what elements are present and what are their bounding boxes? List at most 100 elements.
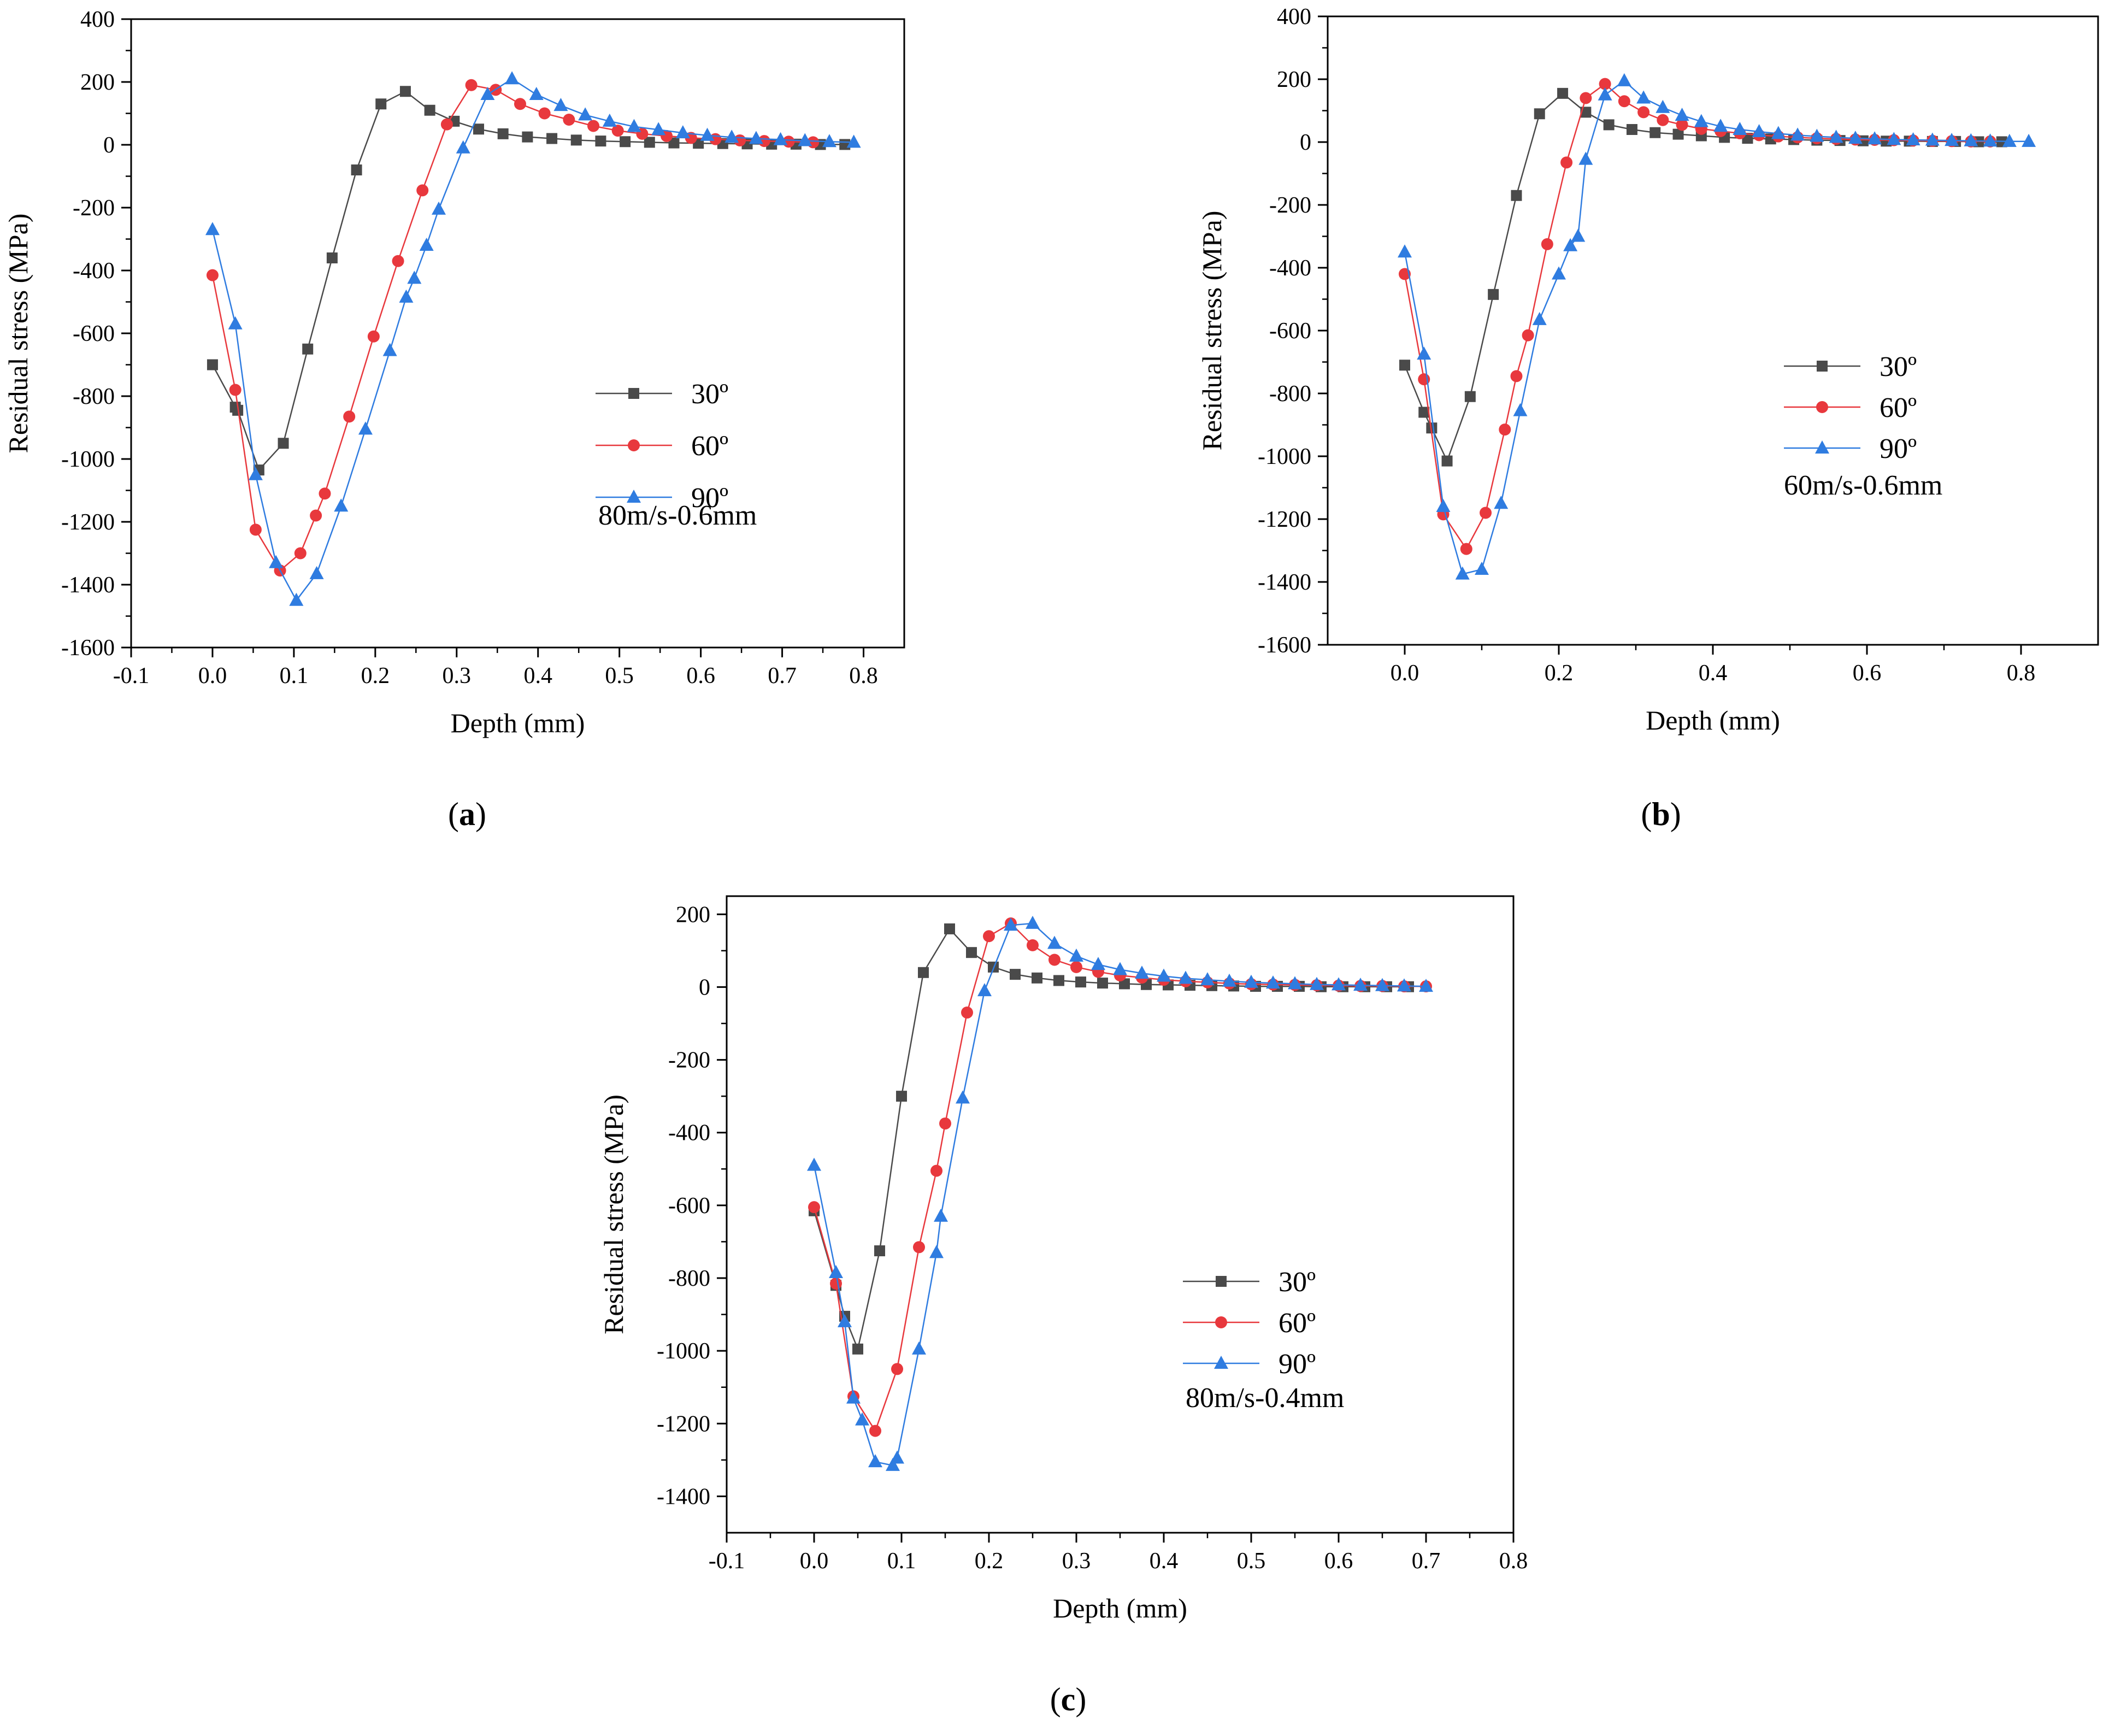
data-point (1026, 915, 1040, 929)
data-point (310, 509, 322, 522)
y-tick-label: -200 (668, 1048, 710, 1073)
data-point (1925, 132, 1940, 146)
data-point (514, 98, 526, 110)
data-point (1675, 108, 1689, 121)
legend-marker (1816, 401, 1828, 413)
plot-frame (130, 18, 905, 649)
data-point (1426, 422, 1438, 434)
x-axis-label: Depth (mm) (1053, 1593, 1187, 1623)
data-point (497, 128, 509, 139)
data-point (1419, 979, 1433, 992)
data-point (1626, 124, 1637, 135)
condition-annotation: 80m/s-0.4mm (1186, 1382, 1344, 1414)
data-point (846, 134, 861, 148)
data-point (546, 133, 558, 144)
data-point (1983, 133, 1998, 147)
y-tick-label: -1600 (1258, 633, 1311, 658)
panel-a: -0.1 0.0 0.1 0.2 0.3 0.4 0.5 0.6 0.7 0.8 -1600 -140… (3, 7, 905, 832)
data-point (822, 134, 836, 148)
data-point (505, 71, 520, 85)
data-point (886, 1457, 900, 1471)
data-point (1578, 151, 1593, 165)
data-point (1070, 961, 1082, 973)
series-circle (808, 917, 1432, 1437)
data-point (1499, 423, 1511, 436)
data-point (1397, 978, 1411, 992)
data-point (465, 79, 478, 91)
y-tick-label: -1400 (61, 573, 115, 598)
x-tick-label: 0.7 (1412, 1549, 1441, 1574)
y-tick-label: -400 (668, 1121, 710, 1146)
panel-c: -0.1 0.0 0.1 0.2 0.3 0.4 0.5 0.6 0.7 0.8 -1400 -120… (598, 895, 1528, 1717)
y-tick-label: 0 (1300, 130, 1311, 155)
data-point (1603, 119, 1615, 131)
y-tick-label: 0 (699, 975, 710, 1000)
data-point (1563, 238, 1578, 251)
data-point (1598, 87, 1612, 101)
data-point (207, 359, 218, 370)
data-point (868, 1454, 882, 1468)
data-point (830, 1277, 842, 1290)
data-point (1091, 957, 1105, 970)
data-point (587, 120, 600, 132)
data-point (912, 1341, 926, 1355)
x-tick-label: 0.2 (1545, 661, 1574, 686)
data-point (553, 98, 568, 111)
series-line (211, 78, 854, 602)
y-axis-label: Residual stress (MPa) (3, 214, 33, 454)
data-point (358, 421, 373, 435)
y-tick-label: -1200 (61, 510, 115, 535)
data-point (929, 1245, 944, 1258)
panel-caption: (b) (1641, 796, 1681, 832)
data-point (522, 131, 533, 143)
data-point (869, 1425, 881, 1437)
y-tick-label: -1000 (61, 447, 115, 472)
data-point (1694, 114, 1709, 127)
data-point (1004, 917, 1018, 931)
panel-caption: (a) (448, 796, 486, 832)
x-tick-label: 0.8 (849, 663, 878, 688)
data-point (1510, 370, 1523, 382)
data-point (758, 135, 770, 148)
data-point (1027, 939, 1039, 951)
data-point (1532, 311, 1547, 325)
data-point (1672, 128, 1684, 140)
x-tick-label: 0.3 (443, 663, 472, 688)
y-tick-label: 400 (1277, 4, 1311, 30)
data-point (675, 125, 690, 139)
data-point (1048, 954, 1061, 966)
data-point (1398, 244, 1412, 258)
data-point (343, 410, 356, 423)
data-point (440, 118, 453, 131)
data-point (1810, 128, 1824, 142)
data-point (644, 137, 655, 148)
x-tick-label: 0.4 (1699, 661, 1728, 686)
data-point (205, 222, 220, 236)
x-axis-label: Depth (mm) (451, 708, 585, 738)
data-point (838, 1314, 852, 1327)
data-point (1656, 99, 1670, 113)
x-tick-label: 0.6 (686, 663, 715, 688)
data-point (249, 523, 262, 536)
data-point (852, 1343, 863, 1355)
x-tick-label: 0.0 (800, 1549, 829, 1574)
data-point (309, 566, 324, 579)
legend-label: 60º (1880, 392, 1917, 423)
x-tick-label: -0.1 (709, 1549, 745, 1574)
data-point (480, 87, 495, 100)
legend-label: 90º (1279, 1349, 1316, 1380)
data-point (1310, 976, 1324, 990)
data-point (278, 438, 289, 449)
y-tick-label: -800 (73, 384, 115, 409)
data-point (1097, 978, 1108, 989)
data-point (595, 136, 606, 147)
data-point (392, 255, 404, 267)
data-point (1436, 499, 1451, 512)
data-point (351, 164, 362, 175)
data-point (1513, 403, 1528, 416)
data-point (1657, 114, 1669, 126)
data-point (1552, 266, 1566, 280)
data-point (896, 1091, 907, 1102)
data-point (1353, 978, 1368, 991)
